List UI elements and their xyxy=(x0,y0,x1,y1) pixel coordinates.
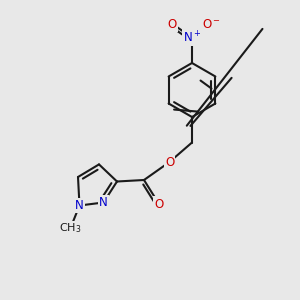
Text: N$^+$: N$^+$ xyxy=(183,30,201,45)
Text: N: N xyxy=(75,199,84,212)
Text: O: O xyxy=(154,197,164,211)
Text: O$^-$: O$^-$ xyxy=(202,17,221,31)
Text: N: N xyxy=(99,196,108,209)
Text: O: O xyxy=(168,17,177,31)
Text: CH$_3$: CH$_3$ xyxy=(59,221,82,235)
Text: O: O xyxy=(165,155,174,169)
